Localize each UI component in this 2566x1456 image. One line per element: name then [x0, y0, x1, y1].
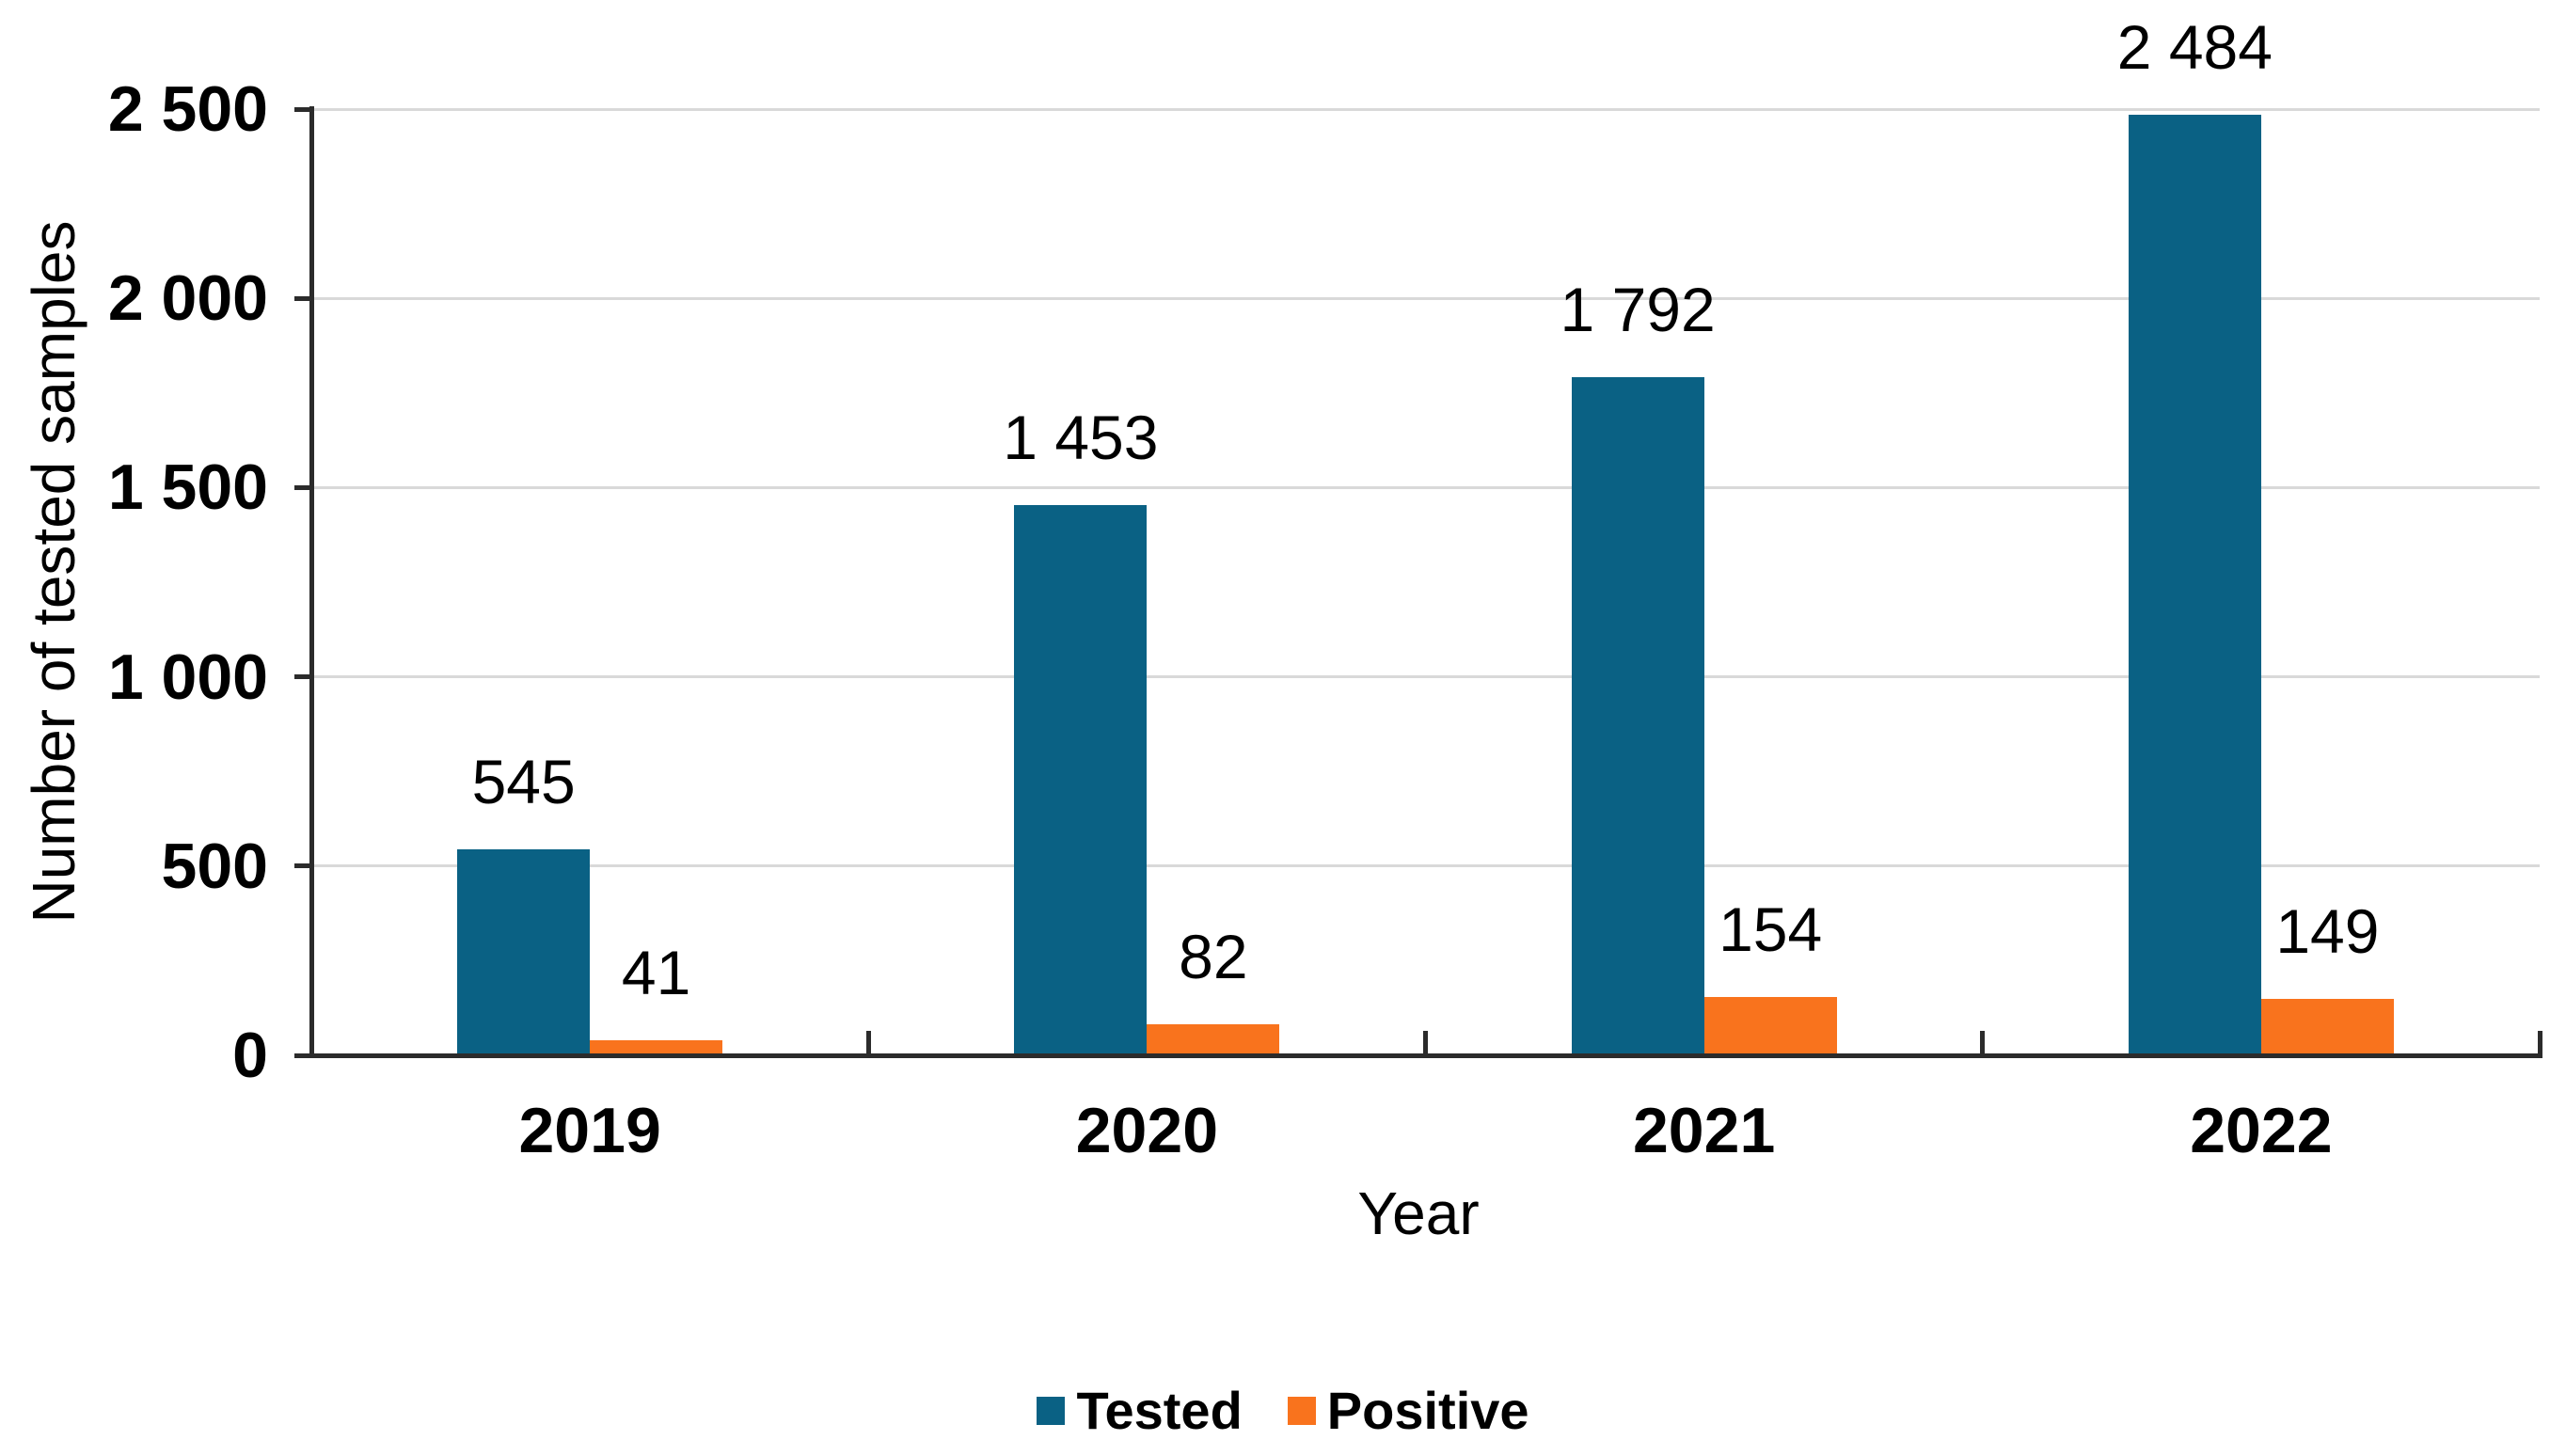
legend-label-positive: Positive	[1326, 1381, 1529, 1440]
bar-value-label-tested-2022: 2 484	[2116, 12, 2273, 83]
x-axis-line	[309, 1053, 2542, 1058]
gridline	[311, 864, 2540, 868]
bar-tested-2021	[1571, 376, 1704, 1055]
y-axis-tick	[294, 484, 311, 490]
y-tick-label: 1 000	[107, 641, 268, 713]
legend-item-tested: Tested	[1037, 1371, 1243, 1450]
x-axis-tick	[2537, 1031, 2542, 1055]
x-category-label-2019: 2019	[518, 1095, 661, 1166]
bar-positive-2022	[2260, 999, 2394, 1055]
bar-tested-2022	[2128, 115, 2261, 1055]
x-axis-tick	[1980, 1031, 1986, 1055]
legend-swatch-positive	[1287, 1397, 1316, 1425]
bar-positive-2020	[1147, 1024, 1280, 1055]
bar-value-label-tested-2021: 1 792	[1560, 274, 1716, 344]
gridline	[311, 296, 2540, 300]
bar-value-label-positive-2022: 149	[2275, 896, 2380, 967]
y-tick-label: 2 500	[107, 73, 268, 145]
bar-value-label-positive-2019: 41	[621, 937, 691, 1007]
x-category-label-2020: 2020	[1075, 1095, 1219, 1166]
gridline	[311, 675, 2540, 679]
x-axis-title: Year	[1357, 1179, 1480, 1247]
chart-legend: Tested Positive	[0, 1371, 2566, 1450]
y-tick-label: 2 000	[107, 262, 268, 335]
gridline	[311, 107, 2540, 111]
legend-item-positive: Positive	[1287, 1371, 1529, 1450]
y-axis-tick	[294, 1052, 311, 1058]
bar-value-label-tested-2020: 1 453	[1003, 403, 1159, 473]
y-axis-tick	[294, 106, 311, 112]
bar-tested-2020	[1014, 505, 1148, 1055]
legend-swatch-tested	[1037, 1397, 1066, 1425]
y-axis-tick	[294, 295, 311, 301]
bar-value-label-positive-2020: 82	[1179, 922, 1248, 991]
gridline	[311, 485, 2540, 489]
y-tick-label: 1 500	[107, 451, 268, 524]
bar-value-label-positive-2021: 154	[1719, 894, 1823, 965]
x-category-label-2022: 2022	[2190, 1095, 2333, 1166]
y-axis-line	[309, 106, 314, 1057]
bar-value-label-tested-2019: 545	[471, 746, 576, 816]
bar-tested-2019	[457, 848, 591, 1055]
x-category-label-2021: 2021	[1632, 1095, 1776, 1166]
bar-positive-2021	[1703, 997, 1837, 1055]
y-tick-label: 0	[232, 1020, 268, 1091]
x-axis-tick	[865, 1031, 871, 1055]
x-axis-tick	[1423, 1031, 1428, 1055]
y-axis-tick	[294, 674, 311, 680]
y-tick-label: 500	[161, 830, 268, 902]
y-axis-tick	[294, 863, 311, 869]
bar-positive-2019	[590, 1039, 723, 1055]
legend-label-tested: Tested	[1076, 1381, 1243, 1440]
